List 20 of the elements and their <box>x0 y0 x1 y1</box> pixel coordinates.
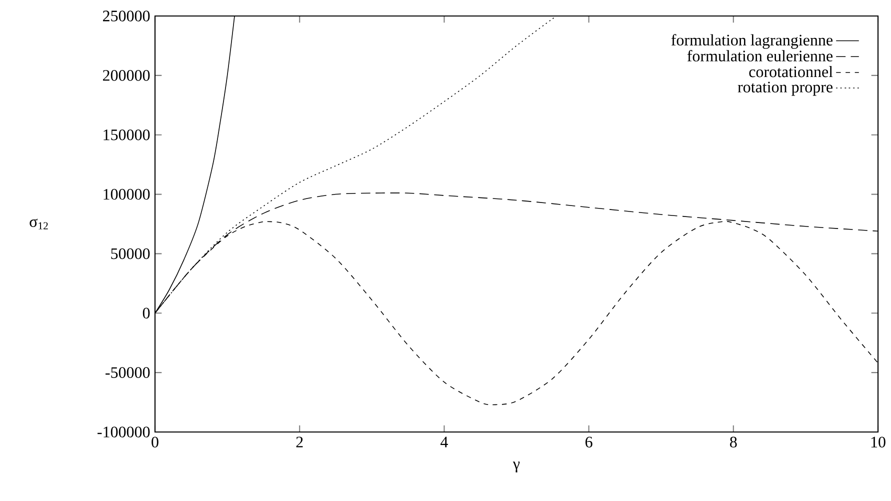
x-axis-title: γ <box>512 462 520 472</box>
y-tick-label: 200000 <box>103 70 150 81</box>
y-tick-label: 250000 <box>103 10 150 22</box>
y-tick-label: -50000 <box>106 367 150 378</box>
y-tick-label: 100000 <box>104 188 150 200</box>
x-tick-label: 8 <box>730 436 737 448</box>
y-tick-label: 0 <box>142 308 150 319</box>
x-tick-label: 2 <box>296 436 303 448</box>
x-tick-label: 10 <box>871 436 886 448</box>
y-tick-label: -100000 <box>98 426 150 438</box>
y-tick-label: 50000 <box>111 248 150 260</box>
legend-label: formulation eulerienne <box>687 50 833 62</box>
x-tick-label: 0 <box>152 436 158 448</box>
legend-label: corotationnel <box>749 66 833 78</box>
x-tick-label: 4 <box>440 436 448 448</box>
legend-label: rotation propre <box>738 82 832 96</box>
y-tick-label: 150000 <box>104 129 150 140</box>
y-axis-title: σ$_{12}$ <box>30 218 48 230</box>
x-tick-label: 6 <box>585 436 592 448</box>
legend-label: formulation lagrangienne <box>671 34 833 49</box>
